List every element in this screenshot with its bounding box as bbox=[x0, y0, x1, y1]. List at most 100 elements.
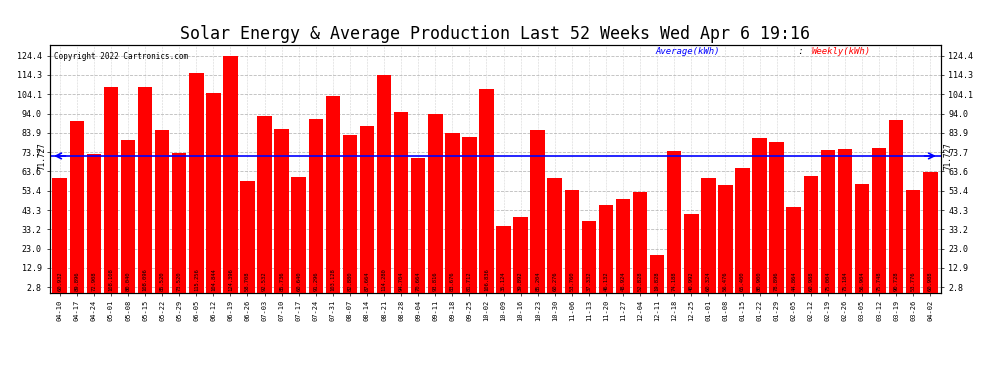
Text: 65.400: 65.400 bbox=[740, 271, 745, 291]
Bar bbox=[564, 190, 579, 292]
Text: 94.704: 94.704 bbox=[399, 271, 404, 291]
Text: 83.676: 83.676 bbox=[449, 271, 454, 291]
Text: Weekly(kWh): Weekly(kWh) bbox=[811, 48, 870, 57]
Bar bbox=[411, 158, 426, 292]
Bar bbox=[274, 129, 289, 292]
Bar bbox=[462, 137, 476, 292]
Text: 75.184: 75.184 bbox=[842, 271, 847, 291]
Bar bbox=[582, 221, 596, 292]
Bar bbox=[189, 73, 204, 292]
Text: 78.896: 78.896 bbox=[774, 271, 779, 291]
Bar bbox=[616, 200, 631, 292]
Text: 75.748: 75.748 bbox=[876, 271, 881, 291]
Bar bbox=[872, 148, 886, 292]
Bar bbox=[87, 154, 101, 292]
Title: Solar Energy & Average Production Last 52 Weeks Wed Apr 6 19:16: Solar Energy & Average Production Last 5… bbox=[180, 26, 810, 44]
Text: 103.128: 103.128 bbox=[331, 268, 336, 291]
Bar bbox=[736, 168, 749, 292]
Text: 60.276: 60.276 bbox=[552, 271, 557, 291]
Bar bbox=[428, 114, 443, 292]
Bar bbox=[104, 87, 118, 292]
Bar bbox=[804, 176, 818, 292]
Text: 60.988: 60.988 bbox=[808, 271, 813, 291]
Bar bbox=[154, 130, 169, 292]
Text: 72.908: 72.908 bbox=[91, 271, 96, 291]
Text: 75.004: 75.004 bbox=[826, 271, 831, 291]
Bar bbox=[923, 172, 938, 292]
Bar bbox=[684, 214, 699, 292]
Bar bbox=[889, 120, 904, 292]
Text: 85.736: 85.736 bbox=[279, 271, 284, 291]
Bar bbox=[241, 181, 254, 292]
Bar bbox=[547, 178, 562, 292]
Text: 53.760: 53.760 bbox=[569, 271, 574, 291]
Text: 48.924: 48.924 bbox=[621, 271, 626, 291]
Text: 92.532: 92.532 bbox=[262, 271, 267, 291]
Text: 73.520: 73.520 bbox=[177, 271, 182, 291]
Text: 40.992: 40.992 bbox=[689, 271, 694, 291]
Text: 89.896: 89.896 bbox=[74, 271, 79, 291]
Text: 108.096: 108.096 bbox=[143, 268, 148, 291]
Text: 85.204: 85.204 bbox=[536, 271, 541, 291]
Bar bbox=[821, 150, 836, 292]
Text: 80.040: 80.040 bbox=[126, 271, 131, 291]
Text: 106.836: 106.836 bbox=[484, 268, 489, 291]
Text: 71.727: 71.727 bbox=[943, 142, 953, 170]
Text: 60.988: 60.988 bbox=[928, 271, 933, 291]
Text: 52.828: 52.828 bbox=[638, 271, 643, 291]
Text: 85.520: 85.520 bbox=[159, 271, 164, 291]
Text: 46.132: 46.132 bbox=[604, 271, 609, 291]
Bar bbox=[206, 93, 221, 292]
Text: 39.892: 39.892 bbox=[518, 271, 523, 291]
Text: 87.664: 87.664 bbox=[364, 271, 369, 291]
Bar bbox=[531, 130, 544, 292]
Bar bbox=[479, 89, 494, 292]
Bar bbox=[309, 118, 323, 292]
Text: 37.332: 37.332 bbox=[586, 271, 591, 291]
Bar bbox=[718, 185, 733, 292]
Text: 90.728: 90.728 bbox=[894, 271, 899, 291]
Text: 108.108: 108.108 bbox=[109, 268, 114, 291]
Bar bbox=[138, 87, 152, 292]
Text: 44.864: 44.864 bbox=[791, 271, 796, 291]
Bar bbox=[52, 178, 67, 292]
Text: 114.280: 114.280 bbox=[381, 268, 386, 291]
Text: 53.776: 53.776 bbox=[911, 271, 916, 291]
Bar bbox=[752, 138, 767, 292]
Text: Average(kWh): Average(kWh) bbox=[655, 48, 720, 57]
Text: 60.932: 60.932 bbox=[57, 271, 62, 291]
Text: 60.640: 60.640 bbox=[296, 271, 301, 291]
Text: 81.712: 81.712 bbox=[467, 271, 472, 291]
Bar bbox=[769, 142, 784, 292]
Text: 124.396: 124.396 bbox=[228, 268, 233, 291]
Bar bbox=[786, 207, 801, 292]
Bar bbox=[257, 116, 272, 292]
Bar bbox=[649, 255, 664, 292]
Text: 93.816: 93.816 bbox=[433, 271, 438, 291]
Bar bbox=[906, 190, 921, 292]
Bar bbox=[69, 122, 84, 292]
Bar bbox=[291, 177, 306, 292]
Text: 115.256: 115.256 bbox=[194, 268, 199, 291]
Text: 60.324: 60.324 bbox=[706, 271, 711, 291]
Bar bbox=[343, 135, 357, 292]
Bar bbox=[514, 216, 528, 292]
Text: 56.476: 56.476 bbox=[723, 271, 728, 291]
Text: 80.900: 80.900 bbox=[757, 271, 762, 291]
Bar bbox=[223, 56, 238, 292]
Bar bbox=[394, 112, 408, 292]
Bar bbox=[359, 126, 374, 292]
Text: 82.880: 82.880 bbox=[347, 271, 352, 291]
Text: 35.124: 35.124 bbox=[501, 271, 506, 291]
Bar bbox=[854, 184, 869, 292]
Bar bbox=[599, 205, 613, 292]
Bar bbox=[667, 151, 681, 292]
Bar bbox=[446, 133, 459, 292]
Text: 91.296: 91.296 bbox=[313, 271, 318, 291]
Text: 56.904: 56.904 bbox=[859, 271, 864, 291]
Text: 71.727: 71.727 bbox=[37, 142, 47, 170]
Text: 58.708: 58.708 bbox=[245, 271, 250, 291]
Bar bbox=[326, 96, 341, 292]
Bar bbox=[121, 140, 136, 292]
Text: 70.664: 70.664 bbox=[416, 271, 421, 291]
